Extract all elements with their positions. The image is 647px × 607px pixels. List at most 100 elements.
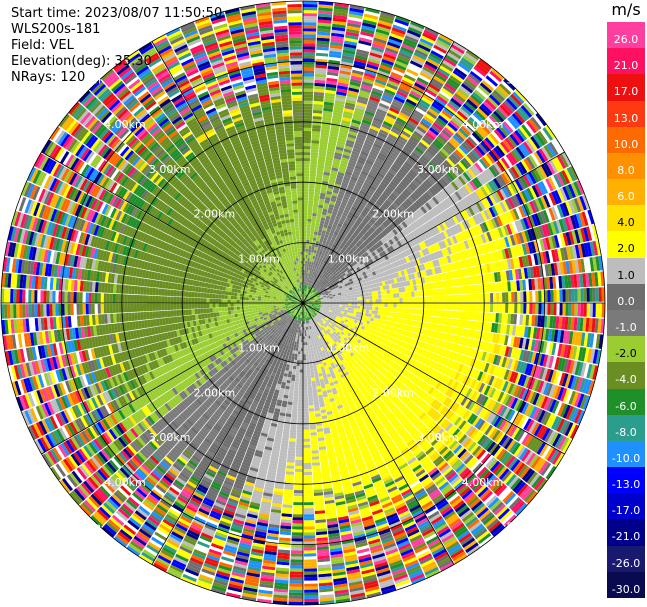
ppi-gate <box>345 31 359 37</box>
ppi-gate <box>595 287 599 302</box>
ppi-gate <box>324 165 332 170</box>
ppi-gate <box>335 97 346 102</box>
ppi-gate <box>365 309 370 314</box>
ppi-gate <box>320 189 327 194</box>
ppi-gate <box>315 176 323 181</box>
ppi-gate <box>313 197 320 202</box>
ppi-gate <box>426 309 430 316</box>
ppi-gate <box>583 288 587 302</box>
ppi-gate <box>313 259 317 263</box>
ppi-gate <box>335 180 342 186</box>
ppi-gate <box>303 37 316 41</box>
ppi-gate <box>316 250 320 255</box>
ppi-gate <box>565 303 569 316</box>
ppi-gate <box>313 110 323 114</box>
ppi-gate <box>303 254 306 258</box>
ppi-gate <box>304 278 306 282</box>
ppi-gate <box>303 215 308 219</box>
ppi-gate <box>349 313 354 317</box>
ppi-gate <box>332 23 346 29</box>
ppi-gate <box>303 16 317 20</box>
ppi-gate <box>571 303 575 317</box>
ppi-gate <box>393 303 397 308</box>
ppi-gate <box>580 288 584 302</box>
ppi-gate <box>344 307 349 310</box>
ppi-gate <box>335 177 343 183</box>
ppi-gate <box>331 29 345 35</box>
ppi-gate <box>348 84 360 90</box>
ppi-gate <box>345 99 357 105</box>
ppi-gate <box>311 134 320 138</box>
ppi-gate <box>306 285 309 289</box>
ppi-gate <box>345 305 349 308</box>
ppi-gate <box>303 290 305 294</box>
ppi-gate <box>307 215 312 219</box>
ppi-gate <box>426 296 430 303</box>
ppi-gate <box>308 251 311 256</box>
ppi-gate <box>381 298 385 303</box>
ppi-gate <box>312 113 323 117</box>
ppi-gate <box>465 294 470 303</box>
ppi-gate <box>478 303 482 312</box>
ppi-gate <box>324 304 328 306</box>
ppi-gate <box>306 264 309 268</box>
ppi-gate <box>314 194 320 199</box>
ppi-gate <box>339 304 343 307</box>
ppi-gate <box>565 289 569 302</box>
ppi-gate <box>386 289 391 294</box>
ppi-gate <box>311 221 316 226</box>
ppi-gate <box>303 139 311 144</box>
ppi-gate <box>344 40 358 46</box>
ppi-gate <box>332 112 343 117</box>
ppi-gate <box>393 293 397 298</box>
ppi-gate <box>490 303 494 313</box>
ppi-gate <box>374 310 379 315</box>
ppi-gate <box>303 284 305 288</box>
ppi-gate <box>390 298 394 303</box>
ppi-gate <box>350 295 354 298</box>
ppi-gate <box>303 293 305 297</box>
ppi-gate <box>336 299 340 302</box>
ppi-gate <box>338 73 351 79</box>
ppi-gate <box>303 164 310 168</box>
ppi-gate <box>346 290 351 294</box>
ppi-gate <box>351 300 355 303</box>
ppi-gate <box>340 64 353 70</box>
ppi-gate <box>311 146 319 150</box>
ppi-gate <box>395 312 400 318</box>
ppi-gate <box>346 22 361 28</box>
ppi-gate <box>306 288 308 292</box>
ppi-gate <box>303 100 313 104</box>
ppi-gate <box>303 248 306 252</box>
ppi-gate <box>303 73 315 77</box>
ppi-gate <box>369 303 373 307</box>
ppi-gate <box>321 211 327 216</box>
ppi-gate <box>365 292 369 297</box>
ppi-gate <box>312 243 316 247</box>
ppi-gate <box>380 311 385 316</box>
ppi-gate <box>438 310 442 317</box>
ppi-gate <box>310 227 315 232</box>
ppi-gate <box>327 300 331 302</box>
ppi-gate <box>303 31 317 35</box>
ppi-gate <box>477 293 482 303</box>
ppi-gate <box>311 137 320 141</box>
ppi-gate <box>353 311 357 315</box>
ppi-gate <box>303 260 305 264</box>
ppi-gate <box>340 160 349 165</box>
ppi-gate <box>327 68 339 74</box>
ppi-gate <box>456 311 460 319</box>
ppi-gate <box>384 303 388 308</box>
ppi-gate <box>459 303 464 311</box>
ppi-gate <box>334 2 349 8</box>
ppi-gate <box>308 191 315 195</box>
ppi-gate <box>346 96 357 102</box>
ppi-gate <box>324 199 330 204</box>
ppi-gate <box>303 112 313 116</box>
ppi-gate <box>303 230 307 234</box>
ppi-gate <box>353 63 366 70</box>
ppi-gate <box>346 25 361 31</box>
ppi-gate <box>375 303 379 307</box>
ppi-gate <box>306 236 310 240</box>
ppi-gate <box>310 164 317 168</box>
